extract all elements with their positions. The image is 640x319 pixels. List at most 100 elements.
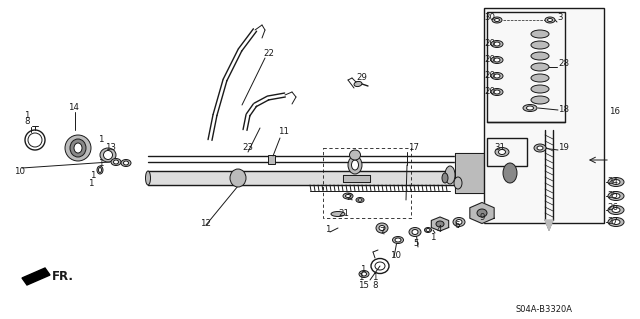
Ellipse shape — [537, 146, 543, 150]
Text: 14: 14 — [68, 102, 79, 112]
Ellipse shape — [453, 218, 465, 226]
Ellipse shape — [494, 90, 500, 94]
Ellipse shape — [442, 173, 448, 183]
Ellipse shape — [349, 150, 360, 160]
Text: FR.: FR. — [52, 270, 74, 283]
Text: 29: 29 — [356, 73, 367, 83]
Text: 10: 10 — [390, 250, 401, 259]
Ellipse shape — [531, 63, 549, 71]
Text: 3: 3 — [557, 12, 563, 21]
Ellipse shape — [331, 211, 345, 217]
Text: 20: 20 — [484, 70, 495, 79]
Ellipse shape — [608, 177, 624, 187]
Ellipse shape — [354, 81, 362, 86]
Text: 10: 10 — [14, 167, 25, 175]
Ellipse shape — [379, 226, 385, 231]
Ellipse shape — [612, 180, 620, 184]
Ellipse shape — [100, 148, 116, 162]
Ellipse shape — [531, 41, 549, 49]
Ellipse shape — [456, 219, 462, 225]
Text: 11: 11 — [278, 128, 289, 137]
Ellipse shape — [523, 105, 537, 112]
Text: 4: 4 — [437, 225, 442, 234]
Ellipse shape — [111, 159, 121, 166]
Text: 16: 16 — [609, 108, 620, 116]
Polygon shape — [455, 153, 510, 193]
Text: 26: 26 — [607, 204, 618, 212]
Ellipse shape — [445, 166, 455, 184]
Text: 6: 6 — [454, 220, 460, 229]
Text: 1: 1 — [360, 264, 365, 273]
Ellipse shape — [346, 195, 351, 197]
Ellipse shape — [612, 207, 620, 212]
Ellipse shape — [494, 58, 500, 62]
Text: 12: 12 — [200, 219, 211, 227]
Ellipse shape — [99, 167, 102, 173]
Ellipse shape — [70, 139, 86, 157]
Ellipse shape — [104, 151, 113, 160]
Polygon shape — [431, 217, 449, 231]
Ellipse shape — [351, 160, 358, 170]
Ellipse shape — [376, 223, 388, 233]
Text: 2: 2 — [346, 192, 351, 202]
Text: 27: 27 — [607, 217, 618, 226]
Text: 24: 24 — [607, 176, 618, 186]
Ellipse shape — [531, 30, 549, 38]
Ellipse shape — [426, 228, 430, 232]
Text: 31: 31 — [494, 144, 505, 152]
Ellipse shape — [531, 52, 549, 60]
Ellipse shape — [494, 74, 500, 78]
Polygon shape — [343, 175, 370, 182]
Text: 5: 5 — [413, 240, 419, 249]
Text: 8: 8 — [372, 280, 378, 290]
Ellipse shape — [362, 272, 367, 276]
Text: 8: 8 — [24, 116, 29, 125]
Ellipse shape — [74, 143, 82, 153]
Ellipse shape — [65, 135, 91, 161]
Bar — [487, 12, 565, 122]
Text: 7: 7 — [379, 226, 385, 235]
Text: 13: 13 — [105, 143, 116, 152]
Text: 21: 21 — [338, 209, 349, 218]
Ellipse shape — [97, 166, 103, 174]
Ellipse shape — [359, 271, 369, 278]
Ellipse shape — [545, 17, 555, 23]
Text: 30: 30 — [484, 12, 495, 21]
Ellipse shape — [358, 199, 362, 201]
Text: 25: 25 — [607, 190, 618, 199]
Text: S04A-B3320A: S04A-B3320A — [516, 305, 573, 314]
Text: 9: 9 — [479, 212, 484, 221]
Ellipse shape — [356, 197, 364, 203]
Ellipse shape — [531, 85, 549, 93]
Ellipse shape — [534, 144, 546, 152]
Ellipse shape — [491, 88, 503, 95]
Bar — [323, 148, 411, 218]
Ellipse shape — [424, 227, 431, 233]
Ellipse shape — [491, 56, 503, 63]
Ellipse shape — [608, 205, 624, 214]
Ellipse shape — [491, 72, 503, 79]
Ellipse shape — [395, 238, 401, 242]
Bar — [268, 155, 275, 164]
Ellipse shape — [608, 218, 624, 226]
Text: 1: 1 — [88, 179, 93, 188]
Ellipse shape — [392, 236, 403, 243]
Text: 1: 1 — [24, 110, 29, 120]
Ellipse shape — [436, 221, 444, 227]
Ellipse shape — [343, 193, 353, 199]
Ellipse shape — [477, 209, 487, 217]
Text: 19: 19 — [558, 144, 569, 152]
Text: 1: 1 — [325, 225, 330, 234]
Polygon shape — [545, 220, 553, 230]
Ellipse shape — [230, 169, 246, 187]
Polygon shape — [22, 268, 50, 285]
Ellipse shape — [608, 191, 624, 201]
Ellipse shape — [412, 229, 418, 234]
Ellipse shape — [492, 17, 502, 23]
Text: 20: 20 — [484, 55, 495, 63]
Ellipse shape — [527, 106, 534, 110]
Ellipse shape — [531, 74, 549, 82]
Ellipse shape — [612, 194, 620, 198]
Text: 20: 20 — [484, 39, 495, 48]
Ellipse shape — [145, 171, 150, 185]
